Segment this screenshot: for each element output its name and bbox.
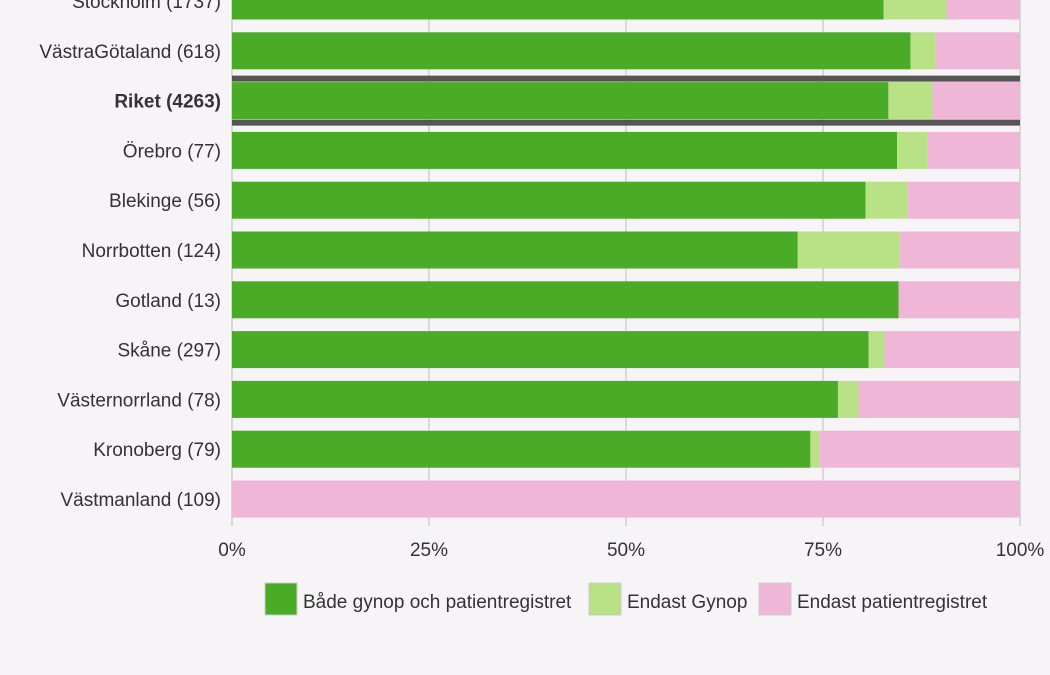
bar-9-series-2 xyxy=(819,430,1020,468)
category-labels: Stockholm (1737) VästraGötaland (618) Rike… xyxy=(39,0,221,511)
bar-3-series-2 xyxy=(927,131,1020,169)
bar-5-series-0 xyxy=(232,231,798,269)
category-label: Örebro (77) xyxy=(123,141,221,162)
bar-5-series-2 xyxy=(900,231,1020,269)
bars xyxy=(232,0,1020,518)
category-label: Stockholm (1737) xyxy=(72,0,221,13)
bar-5-series-1 xyxy=(797,231,901,269)
legend-label: Endast Gynop xyxy=(627,592,747,613)
category-label: Blekinge (56) xyxy=(109,191,221,212)
bar-8-series-0 xyxy=(232,380,838,418)
bar-6-series-0 xyxy=(232,281,899,319)
bar-4-series-0 xyxy=(232,181,866,219)
bar-10-series-2 xyxy=(232,480,1020,518)
bar-2-series-0 xyxy=(232,82,889,120)
bar-3-series-1 xyxy=(897,131,928,169)
bar-4-series-1 xyxy=(865,181,908,219)
bar-1-series-2 xyxy=(935,32,1020,70)
bar-3-series-0 xyxy=(232,131,898,169)
bar-1-series-0 xyxy=(232,32,911,70)
highlight-lines xyxy=(232,75,1020,126)
legend-swatch-0 xyxy=(264,582,298,616)
x-tick-label: 75% xyxy=(804,540,842,561)
bar-4-series-2 xyxy=(907,181,1020,219)
category-label: Västernorrland (78) xyxy=(57,390,221,411)
bar-9-series-1 xyxy=(810,430,820,468)
bar-9-series-0 xyxy=(232,430,811,468)
category-label: Västmanland (109) xyxy=(60,490,221,511)
bar-0-series-0 xyxy=(232,0,884,20)
bar-2-series-1 xyxy=(888,82,933,120)
bar-0-series-1 xyxy=(883,0,947,20)
bar-2-series-2 xyxy=(932,82,1020,120)
category-label: Skåne (297) xyxy=(117,341,221,362)
category-label: Gotland (13) xyxy=(115,291,221,312)
bar-1-series-1 xyxy=(910,32,936,70)
x-tick-label: 100% xyxy=(996,540,1045,561)
legend: Både gynop och patientregistret Endast Gy… xyxy=(264,582,988,616)
legend-label: Både gynop och patientregistret xyxy=(303,592,572,613)
bar-7-series-2 xyxy=(884,331,1020,369)
bar-6-series-2 xyxy=(898,281,1020,319)
category-label: Kronoberg (79) xyxy=(93,440,221,461)
category-label: Norrbotten (124) xyxy=(82,241,221,262)
category-label: Riket (4263) xyxy=(114,92,221,113)
legend-label: Endast patientregistret xyxy=(797,592,988,613)
x-tick-label: 25% xyxy=(410,540,448,561)
bar-8-series-1 xyxy=(837,380,859,418)
x-tick-label: 50% xyxy=(607,540,645,561)
bar-7-series-0 xyxy=(232,331,869,369)
x-axis-ticks: 0% 25% 50% 75% 100% xyxy=(218,540,1044,561)
legend-swatch-2 xyxy=(758,582,792,616)
bar-7-series-1 xyxy=(868,331,885,369)
x-tick-label: 0% xyxy=(218,540,246,561)
bar-0-series-2 xyxy=(946,0,1020,20)
bar-8-series-2 xyxy=(858,380,1020,418)
legend-swatch-1 xyxy=(588,582,622,616)
category-label: VästraGötaland (618) xyxy=(39,42,221,63)
